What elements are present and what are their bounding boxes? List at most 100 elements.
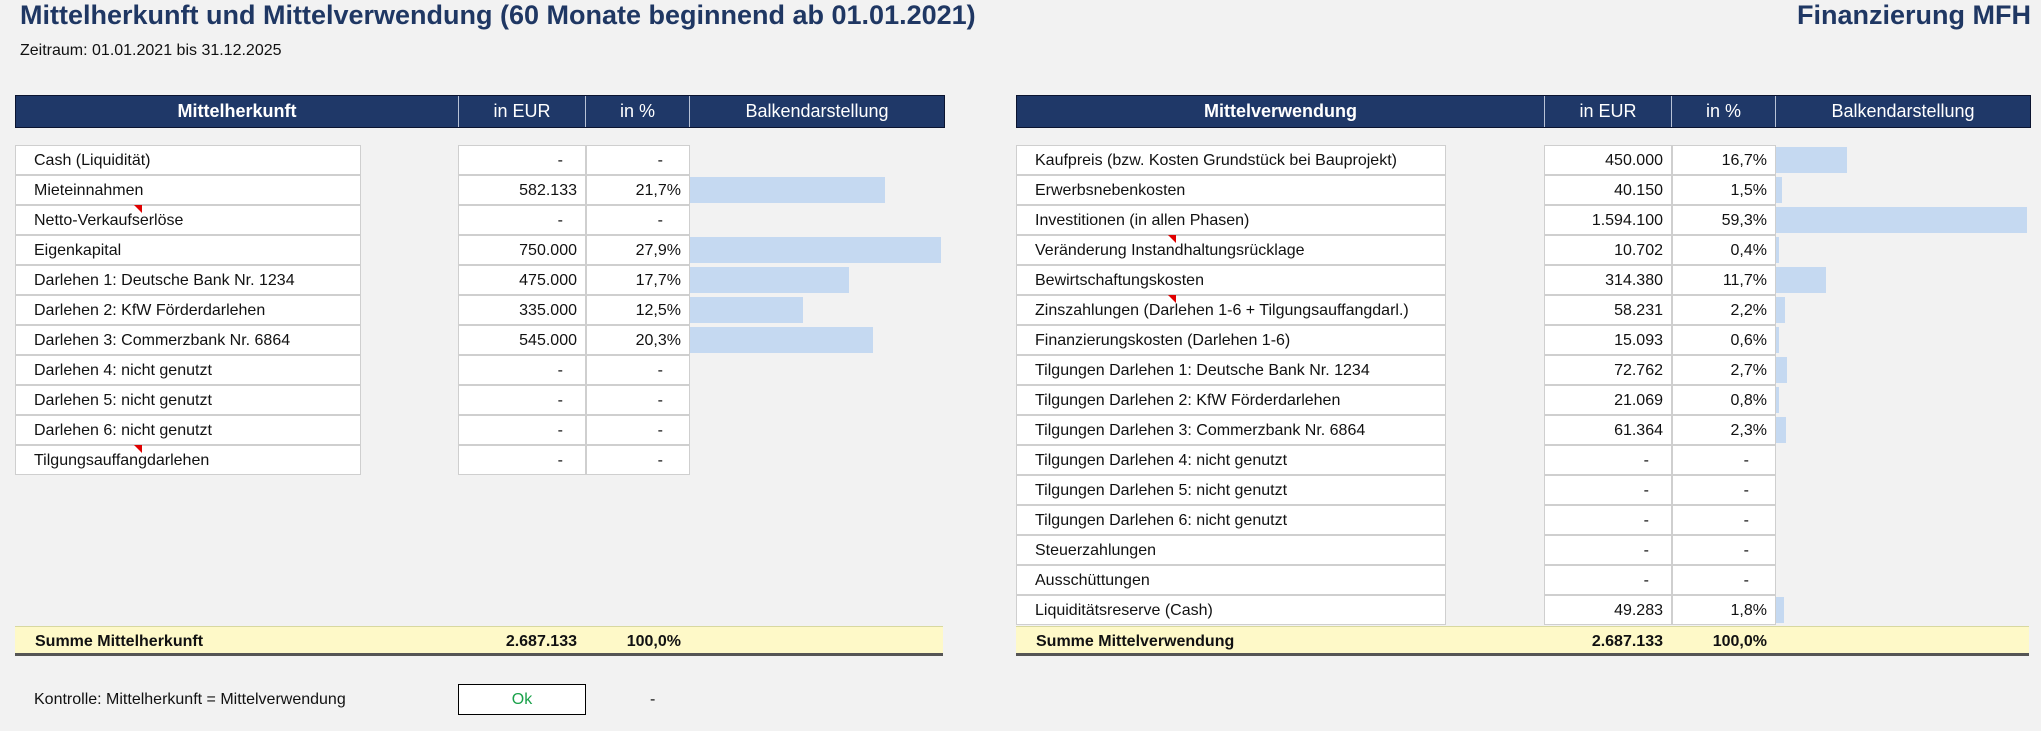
row-tilgungen-darlehen-1-deutsche-bank-nr-1234-pct[interactable]: 2,7% <box>1672 355 1776 385</box>
row-darlehen-1-deutsche-bank-nr-1234-pct[interactable]: 17,7% <box>586 265 690 295</box>
row-darlehen-1-deutsche-bank-nr-1234-label[interactable]: Darlehen 1: Deutsche Bank Nr. 1234 <box>15 265 361 295</box>
row-tilgungsauffangdarlehen-label[interactable]: Tilgungsauffangdarlehen <box>15 445 361 475</box>
row-kaufpreis-bzw-kosten-grundst-ck-bei-bauprojekt-label[interactable]: Kaufpreis (bzw. Kosten Grundstück bei Ba… <box>1016 145 1446 175</box>
row-eigenkapital-pct[interactable]: 27,9% <box>586 235 690 265</box>
row-darlehen-4-nicht-genutzt-eur[interactable]: - <box>458 355 586 385</box>
summe-mittelherkunft-row: Summe Mittelherkunft 2.687.133 100,0% <box>15 626 943 656</box>
row-netto-verkaufserl-se-pct[interactable]: - <box>586 205 690 235</box>
row-ver-nderung-instandhaltungsr-cklage-pct[interactable]: 0,4% <box>1672 235 1776 265</box>
row-tilgungsauffangdarlehen-pct[interactable]: - <box>586 445 690 475</box>
row-liquidit-tsreserve-cash-pct[interactable]: 1,8% <box>1672 595 1776 625</box>
row-darlehen-4-nicht-genutzt-pct[interactable]: - <box>586 355 690 385</box>
summe-label: Summe Mittelverwendung <box>1036 633 1235 650</box>
row-investitionen-in-allen-phasen-label[interactable]: Investitionen (in allen Phasen) <box>1016 205 1446 235</box>
row-netto-verkaufserl-se-eur[interactable]: - <box>458 205 586 235</box>
row-investitionen-in-allen-phasen-eur[interactable]: 1.594.100 <box>1544 205 1672 235</box>
row-mieteinnahmen-pct[interactable]: 21,7% <box>586 175 690 205</box>
row-mieteinnahmen-label[interactable]: Mieteinnahmen <box>15 175 361 205</box>
comment-marker-icon[interactable] <box>134 445 142 453</box>
row-tilgungen-darlehen-5-nicht-genutzt-pct[interactable]: - <box>1672 475 1776 505</box>
row-finanzierungskosten-darlehen-1-6-label[interactable]: Finanzierungskosten (Darlehen 1-6) <box>1016 325 1446 355</box>
row-zinszahlungen-darlehen-1-6-tilgungsauffangdarl-label[interactable]: Zinszahlungen (Darlehen 1-6 + Tilgungsau… <box>1016 295 1446 325</box>
col-header-eur: in EUR <box>459 96 586 127</box>
row-liquidit-tsreserve-cash-eur[interactable]: 49.283 <box>1544 595 1672 625</box>
row-tilgungen-darlehen-2-kfw-f-rderdarlehen-label[interactable]: Tilgungen Darlehen 2: KfW Förderdarlehen <box>1016 385 1446 415</box>
row-tilgungen-darlehen-3-commerzbank-nr-6864-eur[interactable]: 61.364 <box>1544 415 1672 445</box>
row-aussch-ttungen-eur[interactable]: - <box>1544 565 1672 595</box>
row-bewirtschaftungskosten-label[interactable]: Bewirtschaftungskosten <box>1016 265 1446 295</box>
row-tilgungen-darlehen-4-nicht-genutzt-pct[interactable]: - <box>1672 445 1776 475</box>
summe-label: Summe Mittelherkunft <box>35 633 204 650</box>
zeitraum-label: Zeitraum: 01.01.2021 bis 31.12.2025 <box>20 42 282 59</box>
row-finanzierungskosten-darlehen-1-6-pct[interactable]: 0,6% <box>1672 325 1776 355</box>
row-tilgungen-darlehen-6-nicht-genutzt-pct[interactable]: - <box>1672 505 1776 535</box>
row-tilgungen-darlehen-1-deutsche-bank-nr-1234-eur[interactable]: 72.762 <box>1544 355 1672 385</box>
col-header-mittelverwendung: Mittelverwendung <box>1017 96 1545 127</box>
row-ver-nderung-instandhaltungsr-cklage-eur[interactable]: 10.702 <box>1544 235 1672 265</box>
row-tilgungsauffangdarlehen-eur[interactable]: - <box>458 445 586 475</box>
comment-marker-icon[interactable] <box>134 205 142 213</box>
row-steuerzahlungen-label[interactable]: Steuerzahlungen <box>1016 535 1446 565</box>
row-darlehen-2-kfw-f-rderdarlehen-label[interactable]: Darlehen 2: KfW Förderdarlehen <box>15 295 361 325</box>
row-bewirtschaftungskosten-pct[interactable]: 11,7% <box>1672 265 1776 295</box>
row-bewirtschaftungskosten-eur[interactable]: 314.380 <box>1544 265 1672 295</box>
row-darlehen-2-kfw-f-rderdarlehen-eur[interactable]: 335.000 <box>458 295 586 325</box>
row-finanzierungskosten-darlehen-1-6-eur[interactable]: 15.093 <box>1544 325 1672 355</box>
row-tilgungen-darlehen-6-nicht-genutzt-eur[interactable]: - <box>1544 505 1672 535</box>
row-mieteinnahmen-eur[interactable]: 582.133 <box>458 175 586 205</box>
comment-marker-icon[interactable] <box>1168 295 1176 303</box>
row-aussch-ttungen-label[interactable]: Ausschüttungen <box>1016 565 1446 595</box>
row-tilgungen-darlehen-6-nicht-genutzt-label[interactable]: Tilgungen Darlehen 6: nicht genutzt <box>1016 505 1446 535</box>
row-tilgungen-darlehen-1-deutsche-bank-nr-1234-label[interactable]: Tilgungen Darlehen 1: Deutsche Bank Nr. … <box>1016 355 1446 385</box>
row-darlehen-3-commerzbank-nr-6864-eur[interactable]: 545.000 <box>458 325 586 355</box>
row-investitionen-in-allen-phasen-pct[interactable]: 59,3% <box>1672 205 1776 235</box>
row-cash-liquidit-t-eur[interactable]: - <box>458 145 586 175</box>
row-darlehen-1-deutsche-bank-nr-1234-eur[interactable]: 475.000 <box>458 265 586 295</box>
kontrolle-status-cell[interactable]: Ok <box>458 684 586 715</box>
row-darlehen-6-nicht-genutzt-label[interactable]: Darlehen 6: nicht genutzt <box>15 415 361 445</box>
row-tilgungen-darlehen-4-nicht-genutzt-eur[interactable]: - <box>1544 445 1672 475</box>
row-zinszahlungen-darlehen-1-6-tilgungsauffangdarl-pct[interactable]: 2,2% <box>1672 295 1776 325</box>
row-steuerzahlungen-pct[interactable]: - <box>1672 535 1776 565</box>
row-cash-liquidit-t-pct[interactable]: - <box>586 145 690 175</box>
row-tilgungen-darlehen-5-nicht-genutzt-eur[interactable]: - <box>1544 475 1672 505</box>
row-tilgungen-darlehen-3-commerzbank-nr-6864-label[interactable]: Tilgungen Darlehen 3: Commerzbank Nr. 68… <box>1016 415 1446 445</box>
row-erwerbsnebenkosten-eur[interactable]: 40.150 <box>1544 175 1672 205</box>
row-tilgungen-darlehen-3-commerzbank-nr-6864-pct[interactable]: 2,3% <box>1672 415 1776 445</box>
row-steuerzahlungen-eur[interactable]: - <box>1544 535 1672 565</box>
summe-eur: 2.687.133 <box>1591 633 1663 650</box>
mittelverwendung-header: Mittelverwendung in EUR in % Balkendarst… <box>1016 95 2031 128</box>
summe-pct: 100,0% <box>1712 633 1767 650</box>
row-darlehen-3-commerzbank-nr-6864-pct[interactable]: 20,3% <box>586 325 690 355</box>
col-header-mittelherkunft: Mittelherkunft <box>16 96 459 127</box>
row-darlehen-4-nicht-genutzt-label[interactable]: Darlehen 4: nicht genutzt <box>15 355 361 385</box>
comment-marker-icon[interactable] <box>1168 235 1176 243</box>
row-aussch-ttungen-pct[interactable]: - <box>1672 565 1776 595</box>
row-eigenkapital-label[interactable]: Eigenkapital <box>15 235 361 265</box>
row-cash-liquidit-t-label[interactable]: Cash (Liquidität) <box>15 145 361 175</box>
row-zinszahlungen-darlehen-1-6-tilgungsauffangdarl-eur[interactable]: 58.231 <box>1544 295 1672 325</box>
row-eigenkapital-bar <box>690 237 942 263</box>
row-tilgungen-darlehen-2-kfw-f-rderdarlehen-pct[interactable]: 0,8% <box>1672 385 1776 415</box>
row-darlehen-6-nicht-genutzt-pct[interactable]: - <box>586 415 690 445</box>
col-header-eur: in EUR <box>1545 96 1672 127</box>
row-darlehen-3-commerzbank-nr-6864-label[interactable]: Darlehen 3: Commerzbank Nr. 6864 <box>15 325 361 355</box>
row-netto-verkaufserl-se-label[interactable]: Netto-Verkaufserlöse <box>15 205 361 235</box>
row-tilgungen-darlehen-2-kfw-f-rderdarlehen-eur[interactable]: 21.069 <box>1544 385 1672 415</box>
row-darlehen-5-nicht-genutzt-label[interactable]: Darlehen 5: nicht genutzt <box>15 385 361 415</box>
row-kaufpreis-bzw-kosten-grundst-ck-bei-bauprojekt-pct[interactable]: 16,7% <box>1672 145 1776 175</box>
row-ver-nderung-instandhaltungsr-cklage-label[interactable]: Veränderung Instandhaltungsrücklage <box>1016 235 1446 265</box>
row-erwerbsnebenkosten-pct[interactable]: 1,5% <box>1672 175 1776 205</box>
mittelherkunft-header: Mittelherkunft in EUR in % Balkendarstel… <box>15 95 945 128</box>
row-darlehen-6-nicht-genutzt-eur[interactable]: - <box>458 415 586 445</box>
row-darlehen-5-nicht-genutzt-eur[interactable]: - <box>458 385 586 415</box>
row-darlehen-2-kfw-f-rderdarlehen-pct[interactable]: 12,5% <box>586 295 690 325</box>
col-header-balken: Balkendarstellung <box>745 101 889 121</box>
row-liquidit-tsreserve-cash-label[interactable]: Liquiditätsreserve (Cash) <box>1016 595 1446 625</box>
row-darlehen-5-nicht-genutzt-pct[interactable]: - <box>586 385 690 415</box>
row-erwerbsnebenkosten-label[interactable]: Erwerbsnebenkosten <box>1016 175 1446 205</box>
row-tilgungen-darlehen-5-nicht-genutzt-label[interactable]: Tilgungen Darlehen 5: nicht genutzt <box>1016 475 1446 505</box>
row-kaufpreis-bzw-kosten-grundst-ck-bei-bauprojekt-eur[interactable]: 450.000 <box>1544 145 1672 175</box>
row-eigenkapital-eur[interactable]: 750.000 <box>458 235 586 265</box>
row-tilgungen-darlehen-4-nicht-genutzt-label[interactable]: Tilgungen Darlehen 4: nicht genutzt <box>1016 445 1446 475</box>
